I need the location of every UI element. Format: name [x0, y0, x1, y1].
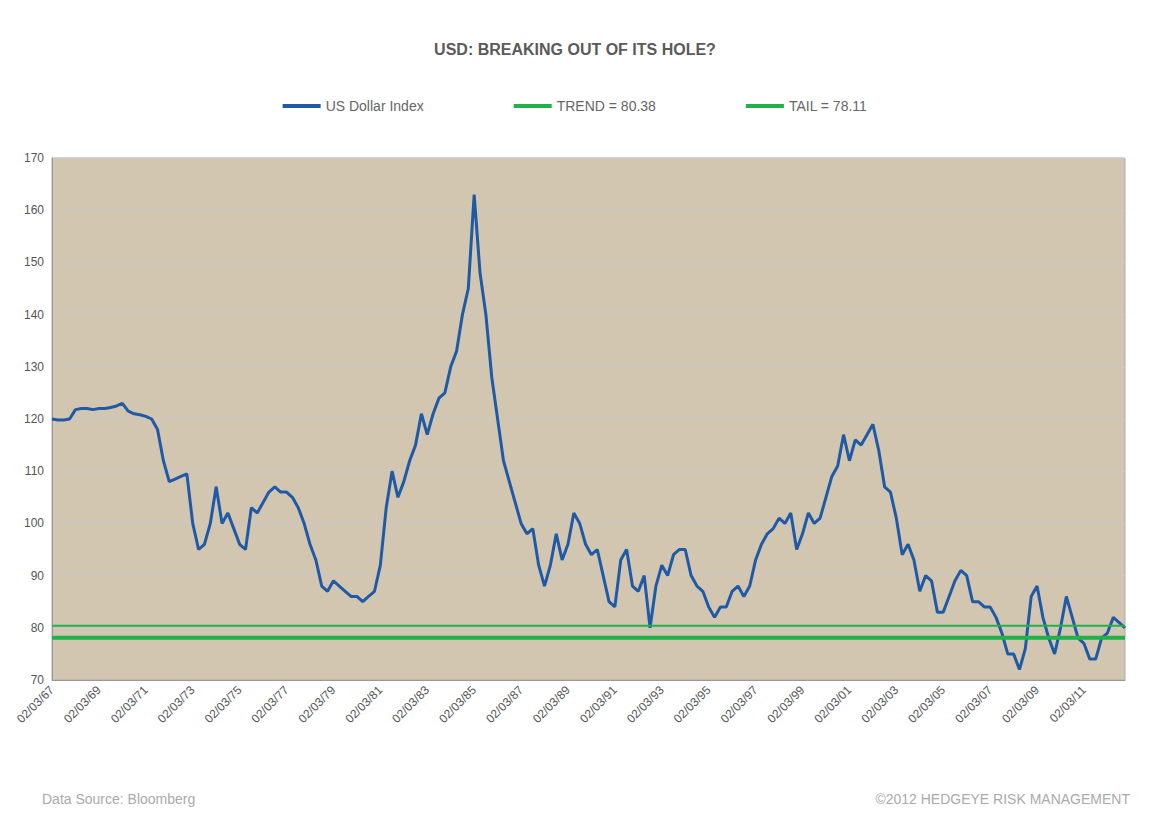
svg-text:US Dollar Index: US Dollar Index	[326, 98, 424, 114]
svg-text:120: 120	[24, 412, 44, 426]
svg-text:TREND = 80.38: TREND = 80.38	[557, 98, 656, 114]
svg-text:100: 100	[24, 516, 44, 530]
svg-text:80: 80	[31, 621, 45, 635]
svg-text:90: 90	[31, 569, 45, 583]
svg-text:170: 170	[24, 151, 44, 165]
svg-text:02/03/11: 02/03/11	[1047, 683, 1089, 725]
svg-text:160: 160	[24, 203, 44, 217]
svg-text:02/03/81: 02/03/81	[342, 683, 385, 726]
svg-text:140: 140	[24, 308, 44, 322]
svg-text:02/03/93: 02/03/93	[624, 683, 667, 726]
svg-text:02/03/95: 02/03/95	[671, 683, 714, 726]
svg-text:02/03/87: 02/03/87	[483, 683, 526, 726]
svg-text:02/03/99: 02/03/99	[765, 683, 808, 726]
svg-text:02/03/05: 02/03/05	[905, 683, 948, 726]
svg-text:Data Source: Bloomberg: Data Source: Bloomberg	[42, 791, 195, 807]
svg-text:02/03/85: 02/03/85	[436, 683, 479, 726]
svg-text:02/03/91: 02/03/91	[577, 683, 620, 726]
svg-text:02/03/79: 02/03/79	[296, 683, 339, 726]
svg-text:02/03/89: 02/03/89	[530, 683, 573, 726]
svg-text:TAIL = 78.11: TAIL = 78.11	[789, 98, 867, 114]
svg-text:02/03/09: 02/03/09	[999, 683, 1042, 726]
svg-text:70: 70	[31, 673, 45, 687]
svg-text:02/03/73: 02/03/73	[155, 683, 198, 726]
svg-text:02/03/01: 02/03/01	[811, 683, 854, 726]
svg-text:02/03/75: 02/03/75	[202, 683, 245, 726]
svg-text:110: 110	[25, 464, 44, 478]
svg-text:150: 150	[24, 255, 44, 269]
svg-text:130: 130	[24, 360, 44, 374]
svg-text:02/03/67: 02/03/67	[14, 683, 57, 726]
svg-text:02/03/07: 02/03/07	[952, 683, 995, 726]
svg-text:02/03/69: 02/03/69	[61, 683, 104, 726]
svg-text:02/03/77: 02/03/77	[249, 683, 292, 726]
svg-text:USD: BREAKING OUT OF ITS HOLE?: USD: BREAKING OUT OF ITS HOLE?	[434, 41, 716, 58]
svg-text:02/03/97: 02/03/97	[718, 683, 761, 726]
svg-text:©2012 HEDGEYE RISK MANAGEMENT: ©2012 HEDGEYE RISK MANAGEMENT	[875, 791, 1130, 807]
svg-text:02/03/03: 02/03/03	[858, 683, 901, 726]
svg-text:02/03/71: 02/03/71	[108, 683, 151, 726]
svg-text:02/03/83: 02/03/83	[389, 683, 432, 726]
